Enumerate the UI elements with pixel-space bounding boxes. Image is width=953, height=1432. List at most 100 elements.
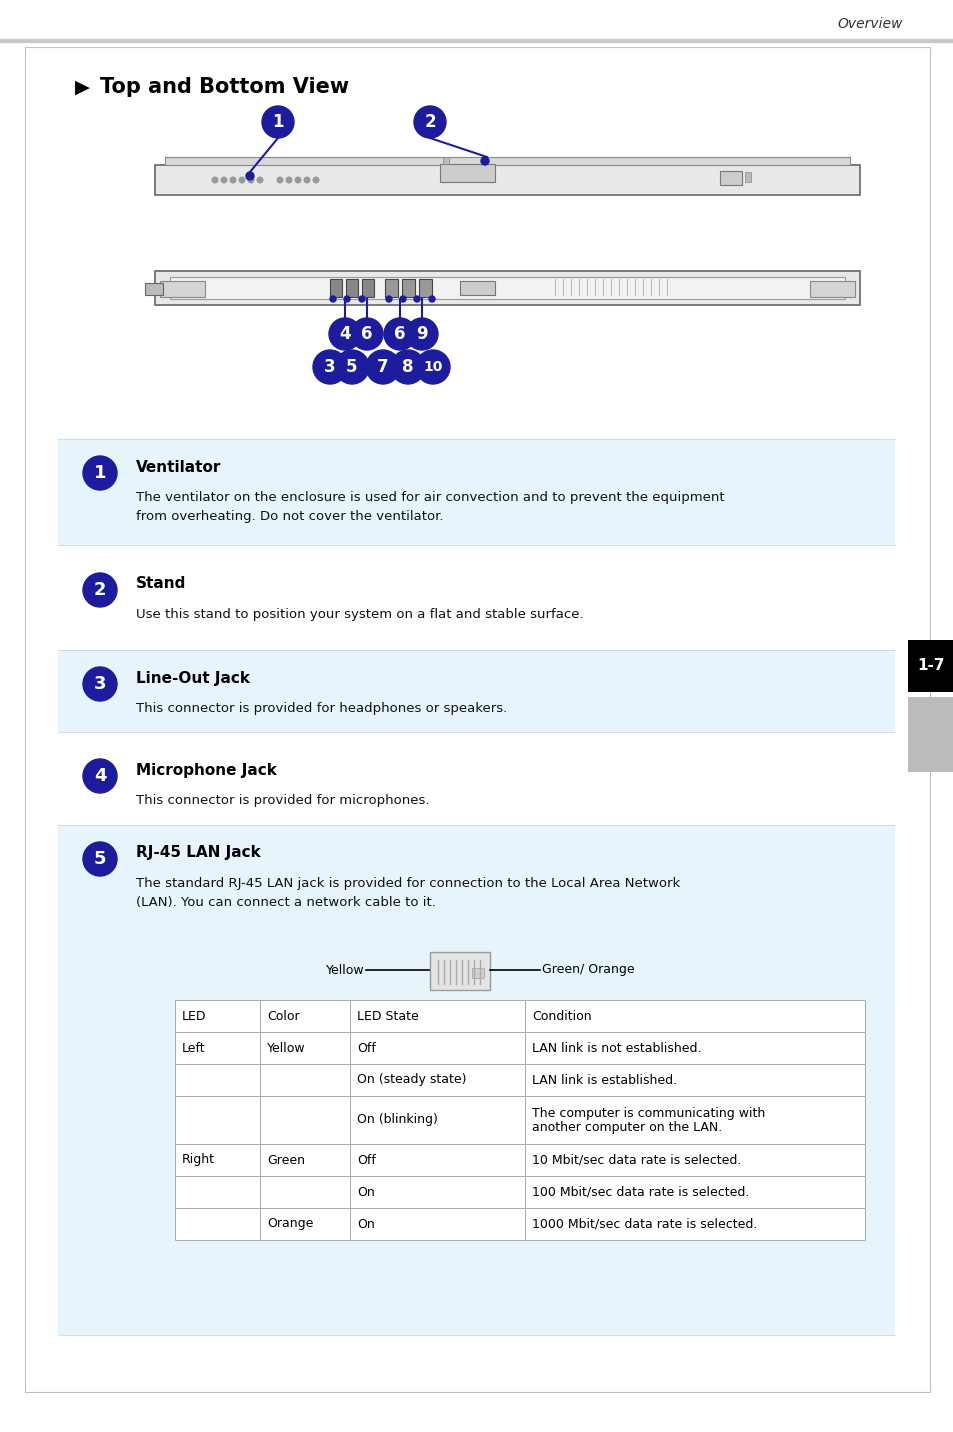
Bar bbox=[744, 172, 750, 182]
Circle shape bbox=[414, 106, 446, 137]
Text: 8: 8 bbox=[402, 358, 414, 377]
Circle shape bbox=[83, 667, 117, 702]
Text: On (blinking): On (blinking) bbox=[356, 1114, 437, 1127]
Text: LAN link is established.: LAN link is established. bbox=[532, 1074, 677, 1087]
Text: 7: 7 bbox=[376, 358, 389, 377]
Circle shape bbox=[480, 158, 489, 165]
Text: The standard RJ-45 LAN jack is provided for connection to the Local Area Network: The standard RJ-45 LAN jack is provided … bbox=[136, 876, 679, 891]
Circle shape bbox=[83, 455, 117, 490]
Bar bbox=[260, 1000, 350, 1032]
Circle shape bbox=[294, 178, 300, 183]
Circle shape bbox=[286, 178, 292, 183]
Text: from overheating. Do not cover the ventilator.: from overheating. Do not cover the venti… bbox=[136, 510, 443, 523]
Bar bbox=[174, 1176, 260, 1209]
Text: Left: Left bbox=[182, 1041, 206, 1054]
Circle shape bbox=[212, 178, 217, 183]
Text: another computer on the LAN.: another computer on the LAN. bbox=[532, 1120, 721, 1134]
Circle shape bbox=[391, 349, 424, 384]
Circle shape bbox=[330, 296, 335, 302]
Circle shape bbox=[313, 349, 347, 384]
Text: Color: Color bbox=[267, 1010, 299, 1022]
Bar bbox=[58, 825, 894, 1335]
Bar bbox=[58, 440, 894, 546]
Bar bbox=[350, 1032, 524, 1064]
Text: Off: Off bbox=[356, 1154, 375, 1167]
Bar bbox=[524, 1209, 864, 1240]
Bar bbox=[350, 1000, 524, 1032]
Text: Yellow: Yellow bbox=[267, 1041, 305, 1054]
Bar bbox=[350, 1095, 524, 1144]
Bar bbox=[524, 1032, 864, 1064]
Circle shape bbox=[257, 178, 262, 183]
Bar bbox=[439, 165, 495, 182]
Bar bbox=[174, 1095, 260, 1144]
Text: 4: 4 bbox=[93, 768, 106, 785]
Bar bbox=[720, 170, 741, 185]
Circle shape bbox=[329, 318, 360, 349]
Circle shape bbox=[399, 296, 406, 302]
Circle shape bbox=[277, 178, 282, 183]
Text: 3: 3 bbox=[93, 674, 106, 693]
Circle shape bbox=[83, 759, 117, 793]
Bar bbox=[174, 1032, 260, 1064]
Bar bbox=[481, 158, 488, 165]
Text: 6: 6 bbox=[394, 325, 405, 344]
Bar bbox=[350, 1209, 524, 1240]
Bar bbox=[154, 165, 859, 195]
Circle shape bbox=[416, 349, 450, 384]
Bar bbox=[459, 281, 495, 295]
Text: RJ-45 LAN Jack: RJ-45 LAN Jack bbox=[136, 845, 260, 861]
Circle shape bbox=[414, 296, 419, 302]
Text: Condition: Condition bbox=[532, 1010, 591, 1022]
Bar bbox=[350, 1064, 524, 1095]
Text: On (steady state): On (steady state) bbox=[356, 1074, 466, 1087]
Bar bbox=[907, 640, 953, 692]
Bar bbox=[170, 276, 844, 299]
Bar bbox=[430, 952, 490, 990]
Bar bbox=[418, 279, 432, 296]
Text: 2: 2 bbox=[93, 581, 106, 599]
Bar bbox=[442, 158, 449, 165]
Circle shape bbox=[239, 178, 245, 183]
Circle shape bbox=[384, 318, 416, 349]
Text: 10 Mbit/sec data rate is selected.: 10 Mbit/sec data rate is selected. bbox=[532, 1154, 740, 1167]
Text: 6: 6 bbox=[361, 325, 373, 344]
Text: Ventilator: Ventilator bbox=[136, 460, 221, 474]
Circle shape bbox=[406, 318, 437, 349]
Circle shape bbox=[335, 349, 369, 384]
Bar bbox=[160, 281, 205, 296]
Bar bbox=[174, 1144, 260, 1176]
Circle shape bbox=[313, 178, 318, 183]
Text: Line-Out Jack: Line-Out Jack bbox=[136, 670, 250, 686]
Bar bbox=[260, 1064, 350, 1095]
Bar bbox=[260, 1209, 350, 1240]
Text: 1: 1 bbox=[93, 464, 106, 483]
Text: Right: Right bbox=[182, 1154, 214, 1167]
Text: ▶: ▶ bbox=[75, 77, 90, 96]
Text: LED State: LED State bbox=[356, 1010, 418, 1022]
Text: This connector is provided for headphones or speakers.: This connector is provided for headphone… bbox=[136, 702, 507, 715]
Text: Green/ Orange: Green/ Orange bbox=[541, 964, 634, 977]
Text: Use this stand to position your system on a flat and stable surface.: Use this stand to position your system o… bbox=[136, 609, 583, 621]
Bar bbox=[174, 1064, 260, 1095]
Bar bbox=[58, 650, 894, 732]
Text: 3: 3 bbox=[324, 358, 335, 377]
Circle shape bbox=[304, 178, 310, 183]
Bar bbox=[350, 1144, 524, 1176]
Circle shape bbox=[351, 318, 382, 349]
Bar bbox=[524, 1064, 864, 1095]
Text: 10: 10 bbox=[423, 359, 442, 374]
Text: Green: Green bbox=[267, 1154, 305, 1167]
Bar bbox=[524, 1095, 864, 1144]
Bar bbox=[145, 284, 163, 295]
Circle shape bbox=[230, 178, 235, 183]
Text: Overview: Overview bbox=[837, 17, 902, 32]
Circle shape bbox=[262, 106, 294, 137]
Text: 1-7: 1-7 bbox=[916, 659, 943, 673]
Text: Yellow: Yellow bbox=[326, 964, 365, 977]
Text: 4: 4 bbox=[339, 325, 351, 344]
Text: 5: 5 bbox=[346, 358, 357, 377]
Bar bbox=[260, 1095, 350, 1144]
Text: Off: Off bbox=[356, 1041, 375, 1054]
Circle shape bbox=[429, 296, 435, 302]
